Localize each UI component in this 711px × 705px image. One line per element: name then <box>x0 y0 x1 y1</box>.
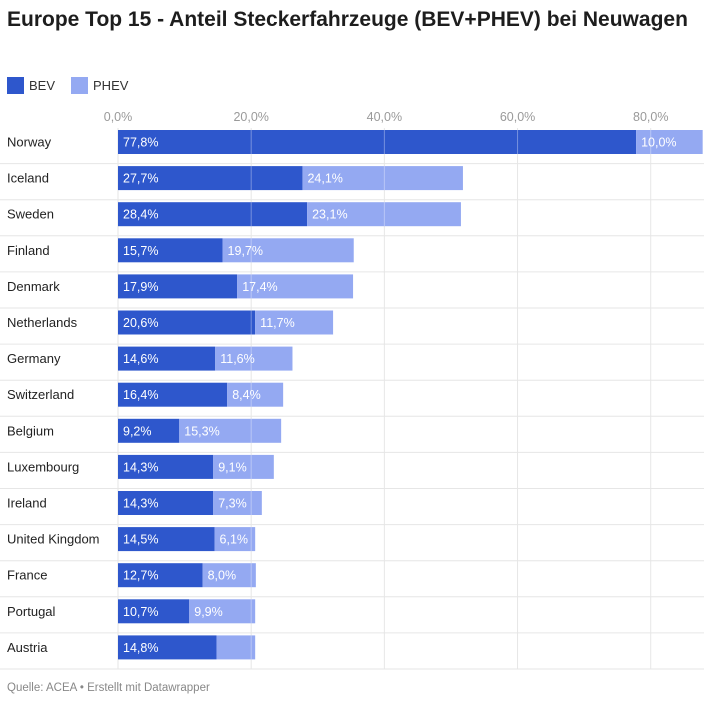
source-note: Quelle: ACEA • Erstellt mit Datawrapper <box>7 682 210 694</box>
bar-phev <box>255 310 334 335</box>
data-label-phev: 8,4% <box>232 388 261 402</box>
bar-bev <box>118 599 190 624</box>
bar-bev <box>118 418 180 443</box>
legend-swatch-bev <box>7 77 24 94</box>
data-label-bev: 28,4% <box>123 208 158 222</box>
data-label-phev: 10,0% <box>641 136 676 150</box>
data-label-bev: 15,7% <box>123 244 158 258</box>
data-label-phev: 8,0% <box>208 569 237 583</box>
bar-phev <box>237 274 354 299</box>
legend-label-phev: PHEV <box>93 78 129 93</box>
category-label: Sweden <box>7 207 54 222</box>
legend-label-bev: BEV <box>29 78 56 93</box>
bar-phev <box>213 454 274 479</box>
category-label: Austria <box>7 640 48 655</box>
category-label: Ireland <box>7 496 47 511</box>
x-tick-label: 0,0% <box>104 110 133 124</box>
data-label-bev: 14,6% <box>123 352 158 366</box>
bar-bev <box>118 346 216 371</box>
category-label: Norway <box>7 135 52 150</box>
x-tick-label: 60,0% <box>500 110 535 124</box>
legend-swatch-phev <box>71 77 89 94</box>
bar-phev <box>227 382 284 407</box>
category-label: Switzerland <box>7 387 74 402</box>
data-label-phev: 17,4% <box>242 280 277 294</box>
bar-bev <box>118 166 303 191</box>
category-label: United Kingdom <box>7 532 100 547</box>
chart-title: Europe Top 15 - Anteil Steckerfahrzeuge … <box>7 8 688 31</box>
bar-phev <box>189 599 256 624</box>
x-tick-label: 40,0% <box>367 110 402 124</box>
bar-bev <box>118 635 217 660</box>
bar-bev <box>118 202 308 227</box>
category-label: Denmark <box>7 279 60 294</box>
data-label-bev: 14,5% <box>123 533 158 547</box>
category-label: Germany <box>7 351 61 366</box>
data-label-bev: 9,2% <box>123 424 152 438</box>
x-tick-label: 20,0% <box>233 110 268 124</box>
data-label-bev: 14,8% <box>123 641 158 655</box>
legend: BEV PHEV <box>7 77 144 94</box>
bar-bev <box>118 238 223 263</box>
bar-bev <box>118 382 228 407</box>
data-label-bev: 10,7% <box>123 605 158 619</box>
x-tick-label: 80,0% <box>633 110 668 124</box>
data-label-phev: 23,1% <box>312 208 347 222</box>
legend-item-phev: PHEV <box>71 77 128 94</box>
bar-phev <box>179 418 282 443</box>
bar-phev <box>307 202 461 227</box>
bar-bev <box>118 310 256 335</box>
category-label: Portugal <box>7 604 56 619</box>
data-label-phev: 7,3% <box>218 497 247 511</box>
bar-phev <box>213 491 262 515</box>
bar-phev <box>302 166 463 191</box>
data-label-bev: 17,9% <box>123 280 158 294</box>
bar-bev <box>118 274 238 299</box>
data-label-phev: 11,6% <box>220 352 255 366</box>
data-label-phev: 9,1% <box>218 460 247 474</box>
bar-phev <box>636 130 703 154</box>
data-label-bev: 12,7% <box>123 569 158 583</box>
data-label-bev: 14,3% <box>123 497 158 511</box>
category-label: France <box>7 568 47 583</box>
category-label: Iceland <box>7 171 49 186</box>
bar-phev <box>215 346 293 371</box>
category-label: Finland <box>7 243 50 258</box>
data-label-phev: 9,9% <box>194 605 223 619</box>
data-label-bev: 14,3% <box>123 460 158 474</box>
bar-bev <box>118 130 637 154</box>
bar-phev <box>202 563 256 588</box>
data-label-bev: 20,6% <box>123 316 158 330</box>
bar-phev <box>222 238 354 263</box>
bar-bev <box>118 563 203 588</box>
bar-phev <box>214 527 256 552</box>
legend-item-bev: BEV <box>7 77 55 94</box>
category-label: Luxembourg <box>7 459 79 474</box>
data-label-phev: 15,3% <box>184 424 219 438</box>
category-label: Belgium <box>7 423 54 438</box>
bar-bev <box>118 527 215 552</box>
data-label-phev: 19,7% <box>228 244 263 258</box>
data-label-phev: 6,1% <box>220 533 249 547</box>
bar-bev <box>118 491 214 515</box>
data-label-bev: 77,8% <box>123 136 158 150</box>
category-label: Netherlands <box>7 315 78 330</box>
bar-bev <box>118 454 214 479</box>
bar-phev <box>216 635 256 660</box>
data-label-phev: 24,1% <box>307 172 342 186</box>
data-label-phev: 11,7% <box>260 316 295 330</box>
data-label-bev: 27,7% <box>123 172 158 186</box>
data-label-bev: 16,4% <box>123 388 158 402</box>
